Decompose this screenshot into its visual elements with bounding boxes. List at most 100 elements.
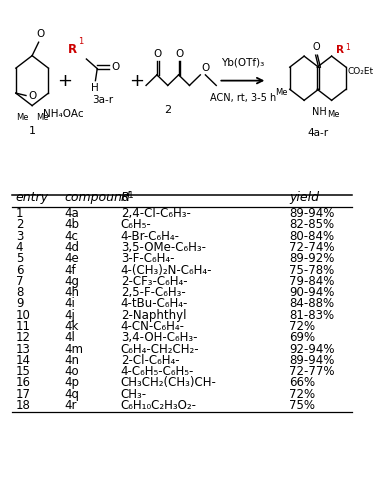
Text: 3a-r: 3a-r [92, 95, 113, 105]
Text: 4-Br-C₆H₄-: 4-Br-C₆H₄- [121, 230, 180, 243]
Text: 2-Naphthyl: 2-Naphthyl [121, 309, 186, 322]
Text: 72-77%: 72-77% [289, 365, 335, 378]
Text: 2: 2 [164, 105, 171, 114]
Text: 4r: 4r [65, 399, 77, 412]
Text: 2: 2 [16, 218, 23, 231]
Text: 5: 5 [16, 252, 23, 265]
Text: 2-CF₃-C₆H₄-: 2-CF₃-C₆H₄- [121, 275, 187, 288]
Text: NH: NH [312, 107, 327, 117]
Text: 75-78%: 75-78% [289, 264, 334, 277]
Text: 66%: 66% [289, 376, 315, 389]
Text: R: R [68, 43, 77, 56]
Text: 1: 1 [78, 37, 83, 46]
Text: C₆H₅-: C₆H₅- [121, 218, 152, 231]
Text: 4-C₆H₅-C₆H₅-: 4-C₆H₅-C₆H₅- [121, 365, 194, 378]
Text: 72%: 72% [289, 320, 315, 333]
Text: O: O [36, 29, 44, 39]
Text: Me: Me [16, 114, 28, 122]
Text: CO₂Et: CO₂Et [347, 68, 374, 76]
Text: 89-94%: 89-94% [289, 354, 334, 367]
Text: 13: 13 [16, 342, 31, 355]
Text: 6: 6 [16, 264, 23, 277]
Text: 81-83%: 81-83% [289, 309, 334, 322]
Text: 90-94%: 90-94% [289, 286, 334, 299]
Text: Me: Me [327, 111, 339, 119]
Text: 92-94%: 92-94% [289, 342, 335, 355]
Text: 4h: 4h [65, 286, 80, 299]
Text: O: O [313, 42, 320, 52]
Text: 89-94%: 89-94% [289, 207, 334, 220]
Text: 4j: 4j [65, 309, 76, 322]
Text: NH₄OAc: NH₄OAc [43, 109, 83, 119]
Text: O: O [175, 48, 183, 58]
Text: 18: 18 [16, 399, 31, 412]
Text: 4g: 4g [65, 275, 80, 288]
Text: O: O [153, 48, 162, 58]
Text: 4f: 4f [65, 264, 76, 277]
Text: 1: 1 [29, 126, 36, 136]
Text: 4p: 4p [65, 376, 80, 389]
Text: 84-88%: 84-88% [289, 298, 334, 311]
Text: 89-92%: 89-92% [289, 252, 334, 265]
Text: 2-Cl-C₆H₄-: 2-Cl-C₆H₄- [121, 354, 180, 367]
Text: 72-74%: 72-74% [289, 241, 335, 254]
Text: 4e: 4e [65, 252, 79, 265]
Text: 8: 8 [16, 286, 23, 299]
Text: 79-84%: 79-84% [289, 275, 334, 288]
Text: 1: 1 [16, 207, 23, 220]
Text: C₆H₄-CH₂CH₂-: C₆H₄-CH₂CH₂- [121, 342, 199, 355]
Text: 4q: 4q [65, 388, 80, 401]
Text: CH₃-: CH₃- [121, 388, 147, 401]
Text: 15: 15 [16, 365, 31, 378]
Text: 4m: 4m [65, 342, 84, 355]
Text: 4-tBu-C₆H₄-: 4-tBu-C₆H₄- [121, 298, 188, 311]
Text: 82-85%: 82-85% [289, 218, 334, 231]
Text: 4a: 4a [65, 207, 79, 220]
Text: ACN, rt, 3-5 h: ACN, rt, 3-5 h [210, 93, 276, 102]
Text: 3,5-OMe-C₆H₃-: 3,5-OMe-C₆H₃- [121, 241, 206, 254]
Text: 16: 16 [16, 376, 31, 389]
Text: 2,5-F-C₆H₃-: 2,5-F-C₆H₃- [121, 286, 186, 299]
Text: 3,4-OH-C₆H₃-: 3,4-OH-C₆H₃- [121, 331, 197, 344]
Text: 75%: 75% [289, 399, 315, 412]
Text: 17: 17 [16, 388, 31, 401]
Text: 2,4-Cl-C₆H₃-: 2,4-Cl-C₆H₃- [121, 207, 191, 220]
Text: 11: 11 [16, 320, 31, 333]
Text: entry: entry [16, 191, 49, 204]
Text: 3: 3 [16, 230, 23, 243]
Text: O: O [111, 62, 119, 72]
Text: 10: 10 [16, 309, 31, 322]
Text: yield: yield [289, 191, 319, 204]
Text: 14: 14 [16, 354, 31, 367]
Text: 1: 1 [345, 43, 350, 52]
Text: Me: Me [275, 88, 287, 97]
Text: H: H [91, 83, 99, 93]
Text: 4o: 4o [65, 365, 79, 378]
Text: 72%: 72% [289, 388, 315, 401]
Text: O: O [201, 63, 210, 73]
Text: 4c: 4c [65, 230, 79, 243]
Text: +: + [57, 71, 72, 90]
Text: R: R [121, 191, 129, 204]
Text: 80-84%: 80-84% [289, 230, 334, 243]
Text: 4n: 4n [65, 354, 80, 367]
Text: 4a-r: 4a-r [307, 128, 328, 138]
Text: 7: 7 [16, 275, 23, 288]
Text: C₆H₁₀C₂H₃O₂-: C₆H₁₀C₂H₃O₂- [121, 399, 197, 412]
Text: R: R [336, 45, 344, 55]
Text: 4b: 4b [65, 218, 80, 231]
Text: 9: 9 [16, 298, 23, 311]
Text: 1: 1 [128, 191, 133, 200]
Text: O: O [28, 90, 36, 100]
Text: CH₃CH₂(CH₃)CH-: CH₃CH₂(CH₃)CH- [121, 376, 217, 389]
Text: compound: compound [65, 191, 130, 204]
Text: 12: 12 [16, 331, 31, 344]
Text: +: + [130, 71, 144, 90]
Text: 4d: 4d [65, 241, 80, 254]
Text: 4l: 4l [65, 331, 76, 344]
Text: 4: 4 [16, 241, 23, 254]
Text: 3-F-C₆H₄-: 3-F-C₆H₄- [121, 252, 174, 265]
Text: Me: Me [36, 114, 48, 122]
Text: 69%: 69% [289, 331, 315, 344]
Text: 4i: 4i [65, 298, 76, 311]
